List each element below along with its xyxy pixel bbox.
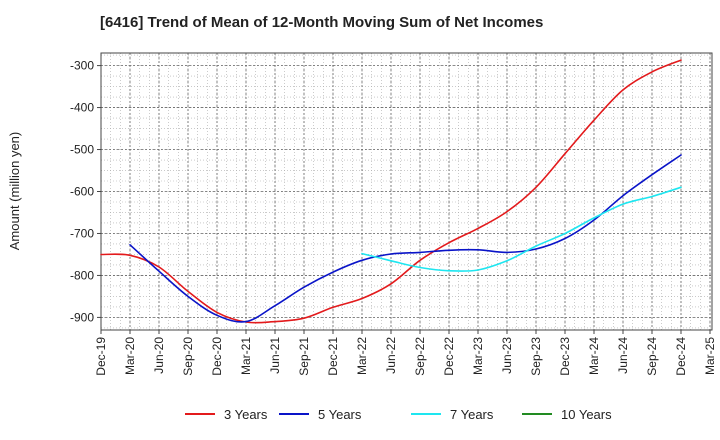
x-tick-label: Mar-23 (471, 337, 485, 375)
x-tick-label: Dec-20 (210, 337, 224, 376)
x-tick-label: Sep-23 (529, 337, 543, 376)
legend-label-5-years: 5 Years (318, 407, 362, 422)
x-tick-label: Dec-24 (674, 337, 688, 376)
y-tick-label: -500 (70, 143, 94, 157)
y-tick-label: -300 (70, 59, 94, 73)
x-tick-label: Jun-20 (152, 337, 166, 374)
x-tick-label: Mar-22 (355, 337, 369, 375)
x-tick-label: Mar-21 (239, 337, 253, 375)
x-tick-label: Sep-24 (645, 337, 659, 376)
grid-lines (101, 53, 712, 330)
y-tick-label: -900 (70, 310, 94, 324)
legend-label-7-years: 7 Years (450, 407, 494, 422)
series-line-7-years (361, 186, 682, 272)
x-tick-label: Sep-20 (181, 337, 195, 376)
x-tick-label: Mar-25 (703, 337, 717, 375)
series-line-3-years (100, 59, 682, 324)
series-lines (100, 59, 682, 324)
y-tick-label: -800 (70, 268, 94, 282)
x-tick-label: Dec-23 (558, 337, 572, 376)
chart-title: [6416] Trend of Mean of 12-Month Moving … (100, 14, 544, 31)
x-tick-label: Jun-22 (384, 337, 398, 374)
x-tick-label: Mar-24 (587, 337, 601, 375)
x-tick-label: Jun-24 (616, 337, 630, 374)
series-line-5-years (129, 154, 682, 323)
y-tick-label: -700 (70, 226, 94, 240)
y-tick-label: -400 (70, 101, 94, 115)
legend-label-10-years: 10 Years (561, 407, 612, 422)
y-axis: -300 -400 -500 -600 -700 -800 -900 (70, 59, 101, 324)
y-axis-title: Amount (million yen) (7, 132, 22, 251)
x-tick-label: Sep-22 (413, 337, 427, 376)
x-tick-label: Dec-19 (94, 337, 108, 376)
x-tick-label: Dec-21 (326, 337, 340, 376)
x-tick-label: Sep-21 (297, 337, 311, 376)
y-tick-label: -600 (70, 185, 94, 199)
legend: 3 Years 5 Years 7 Years 10 Years (185, 407, 612, 422)
x-tick-label: Jun-23 (500, 337, 514, 374)
x-axis: Dec-19 Mar-20 Jun-20 Sep-20 Dec-20 Mar-21 Jun-… (94, 330, 717, 376)
x-tick-label: Mar-20 (123, 337, 137, 375)
legend-label-3-years: 3 Years (224, 407, 268, 422)
x-tick-label: Jun-21 (268, 337, 282, 374)
x-tick-label: Dec-22 (442, 337, 456, 376)
